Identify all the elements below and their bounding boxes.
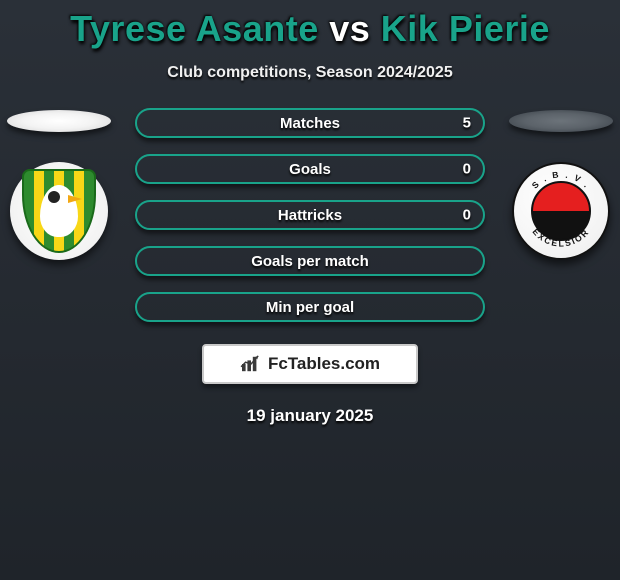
stat-label: Hattricks (278, 207, 342, 224)
player2-marker (509, 110, 613, 132)
subtitle: Club competitions, Season 2024/2025 (0, 64, 620, 82)
main-content: S . B . V . EXCELSIOR Matches 5 Goals 0 … (0, 108, 620, 322)
team-badge-excelsior: S . B . V . EXCELSIOR (512, 162, 610, 260)
stat-label: Min per goal (266, 299, 354, 316)
stat-label: Goals per match (251, 253, 369, 270)
stat-row: Goals per match (135, 246, 485, 276)
left-side (4, 108, 114, 260)
stat-label: Matches (280, 115, 340, 132)
stork-icon (40, 185, 78, 237)
page-title: Tyrese Asante vs Kik Pierie (0, 0, 620, 50)
stat-row: Min per goal (135, 292, 485, 322)
player2-name: Kik Pierie (381, 8, 550, 49)
stat-right-value: 0 (463, 161, 471, 178)
bar-chart-icon (240, 355, 262, 373)
excelsior-flag-icon (531, 181, 591, 241)
brand-box: FcTables.com (202, 344, 418, 384)
ado-shield-icon (22, 169, 96, 253)
team-badge-ado (10, 162, 108, 260)
right-side: S . B . V . EXCELSIOR (506, 108, 616, 260)
stats-list: Matches 5 Goals 0 Hattricks 0 Goals per … (135, 108, 485, 322)
player1-name: Tyrese Asante (70, 8, 319, 49)
stat-right-value: 5 (463, 115, 471, 132)
player1-marker (7, 110, 111, 132)
stat-right-value: 0 (463, 207, 471, 224)
brand-text: FcTables.com (268, 354, 380, 374)
stat-row: Matches 5 (135, 108, 485, 138)
vs-label: vs (329, 8, 370, 49)
date-label: 19 january 2025 (0, 406, 620, 426)
stat-row: Goals 0 (135, 154, 485, 184)
stat-row: Hattricks 0 (135, 200, 485, 230)
stat-label: Goals (289, 161, 331, 178)
